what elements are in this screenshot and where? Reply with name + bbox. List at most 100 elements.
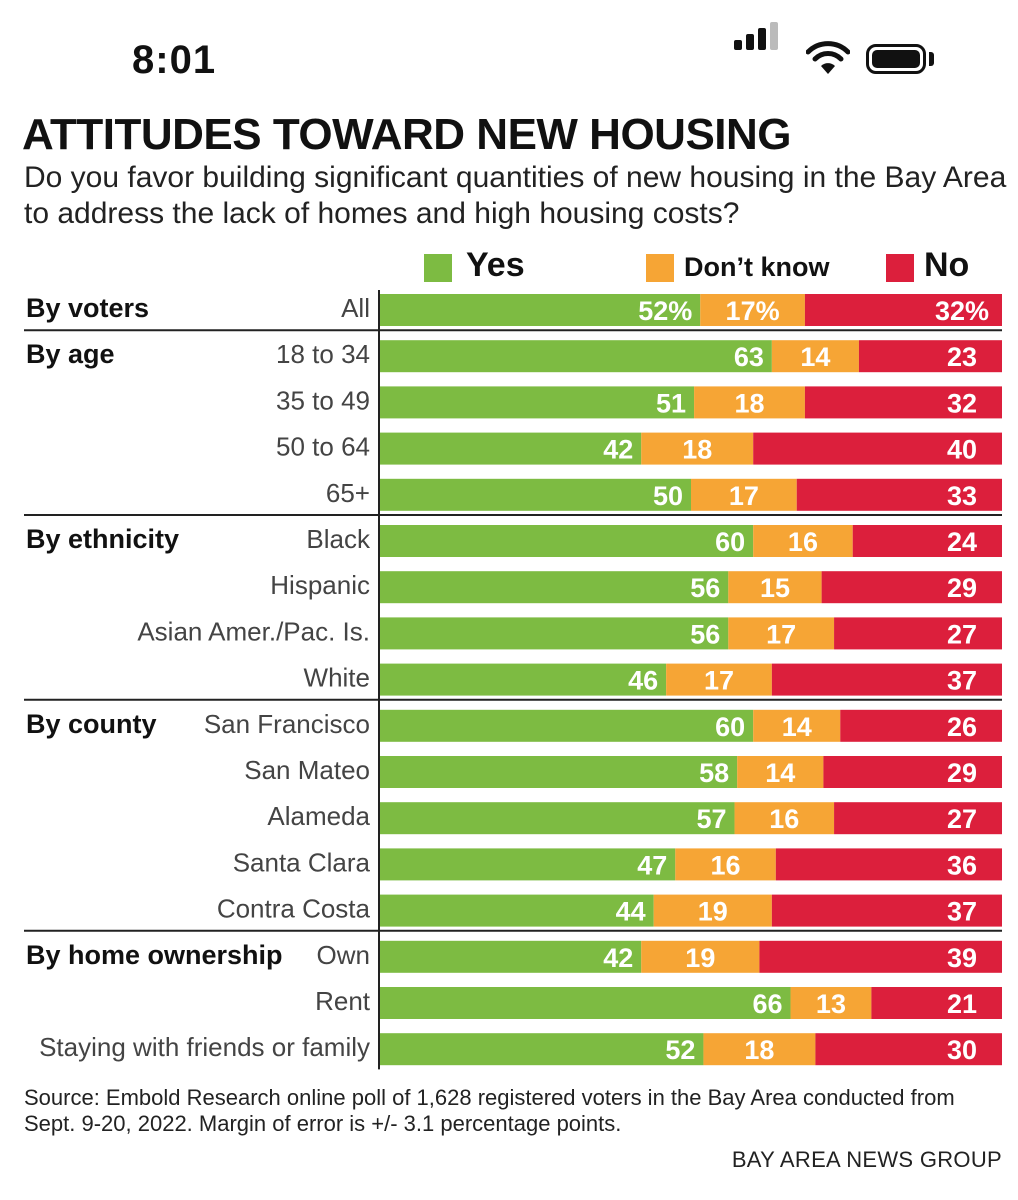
bar-segment-no <box>771 663 1002 696</box>
bar-segment-no <box>771 894 1002 927</box>
data-label: 37 <box>947 897 977 927</box>
data-label: 52 <box>665 1035 695 1065</box>
bar-segment-dont-know <box>694 386 805 419</box>
data-label: 14 <box>782 712 812 742</box>
group-label: By age <box>26 339 115 369</box>
row-label: Hispanic <box>270 570 370 600</box>
data-label: 63 <box>734 342 764 372</box>
data-label: 51 <box>656 388 686 418</box>
data-label: 42 <box>603 943 633 973</box>
data-label: 29 <box>947 758 977 788</box>
row-label: Santa Clara <box>233 847 371 877</box>
legend-item-no: No <box>886 246 986 286</box>
chart-subtitle: Do you favor building significant quanti… <box>24 161 1007 230</box>
bar-segment-dont-know <box>675 848 776 881</box>
data-label: 27 <box>947 619 977 649</box>
bar-segment-no <box>852 525 1002 557</box>
bar-segment-yes <box>380 940 642 973</box>
row-label: Rent <box>315 986 371 1016</box>
bar-segment-yes <box>380 294 701 326</box>
row-label: 18 to 34 <box>276 339 370 369</box>
chart-title: ATTITUDES TOWARD NEW HOUSING <box>22 110 792 159</box>
data-label: 14 <box>800 342 830 372</box>
data-label: 60 <box>715 712 745 742</box>
bar-segment-dont-know <box>753 525 853 557</box>
bar-segment-yes <box>380 340 772 373</box>
bar-segment-dont-know <box>641 432 754 465</box>
data-label: 47 <box>637 850 667 880</box>
bar-segment-no <box>858 340 1002 373</box>
stacked-bar-chart: By voters All 52% 17% 32% By age 18 to 34 63 14 2… <box>24 290 1002 1070</box>
data-label: 17% <box>726 296 780 326</box>
bar-segment-no <box>834 802 1002 835</box>
group-label: By ethnicity <box>26 524 179 554</box>
data-label: 32% <box>935 296 989 326</box>
row-label: Own <box>317 940 370 970</box>
data-label: 19 <box>685 943 715 973</box>
bar-segment-no <box>871 987 1002 1019</box>
bar-segment-dont-know <box>641 940 760 973</box>
group-label: By county <box>26 709 157 739</box>
legend-item-dont-know: Don’t know <box>646 246 836 286</box>
data-label: 18 <box>682 435 712 465</box>
bar-segment-dont-know <box>666 663 772 696</box>
bar-segment-dont-know <box>703 1033 816 1066</box>
data-label: 24 <box>947 527 977 557</box>
bar-segment-dont-know <box>790 987 872 1019</box>
row-label: Black <box>306 524 371 554</box>
status-time: 8:01 <box>132 38 217 82</box>
wifi-icon <box>806 41 850 74</box>
bar-segment-yes <box>380 432 642 465</box>
row-label: Staying with friends or family <box>39 1032 370 1062</box>
row-label: Asian Amer./Pac. Is. <box>137 616 370 646</box>
bar-segment-yes <box>380 386 695 419</box>
bar-segment-yes <box>380 756 738 788</box>
data-label: 44 <box>616 897 646 927</box>
legend-swatch-dont-know <box>646 254 674 282</box>
bar-segment-yes <box>380 987 791 1019</box>
legend-item-yes: Yes <box>424 246 534 286</box>
bar-segment-no <box>796 478 1002 511</box>
data-label: 57 <box>696 804 726 834</box>
row-label: 35 to 49 <box>276 385 370 415</box>
data-label: 29 <box>947 573 977 603</box>
data-label: 40 <box>947 435 977 465</box>
bar-segment-no <box>775 848 1002 881</box>
bar-segment-dont-know <box>737 756 824 788</box>
bar-segment-dont-know <box>691 478 797 511</box>
bar-segment-yes <box>380 617 729 650</box>
bar-segment-yes <box>380 525 754 557</box>
bar-segment-yes <box>380 848 676 881</box>
data-label: 60 <box>715 527 745 557</box>
bar-segment-no <box>823 756 1002 788</box>
row-label: All <box>341 293 370 323</box>
data-label: 17 <box>766 619 796 649</box>
legend-label-yes: Yes <box>466 246 525 284</box>
legend-label-no: No <box>924 246 970 284</box>
data-label: 36 <box>947 850 977 880</box>
bar-segment-yes <box>380 1033 704 1066</box>
battery-icon <box>866 44 926 74</box>
legend-label-dont-know: Don’t know <box>684 252 830 282</box>
credit: BAY AREA NEWS GROUP <box>731 1147 1002 1172</box>
battery-tip <box>929 52 934 66</box>
row-label: 65+ <box>326 478 370 508</box>
data-label: 32 <box>947 388 977 418</box>
legend-swatch-no <box>886 254 914 282</box>
bar-segment-yes <box>380 571 729 604</box>
data-label: 16 <box>769 804 799 834</box>
row-label: 50 to 64 <box>276 432 370 462</box>
bar-segment-no <box>804 386 1002 419</box>
bar-segment-no <box>834 617 1002 650</box>
bar-segment-no <box>815 1033 1002 1066</box>
data-label: 16 <box>711 850 741 880</box>
data-label: 42 <box>603 435 633 465</box>
data-label: 23 <box>947 342 977 372</box>
data-label: 21 <box>947 989 977 1019</box>
bar-segment-dont-know <box>728 617 835 650</box>
bar-segment-dont-know <box>734 802 835 835</box>
data-label: 16 <box>788 527 818 557</box>
status-bar: 8:01 <box>0 0 1018 110</box>
data-label: 52% <box>638 296 692 326</box>
data-label: 37 <box>947 666 977 696</box>
